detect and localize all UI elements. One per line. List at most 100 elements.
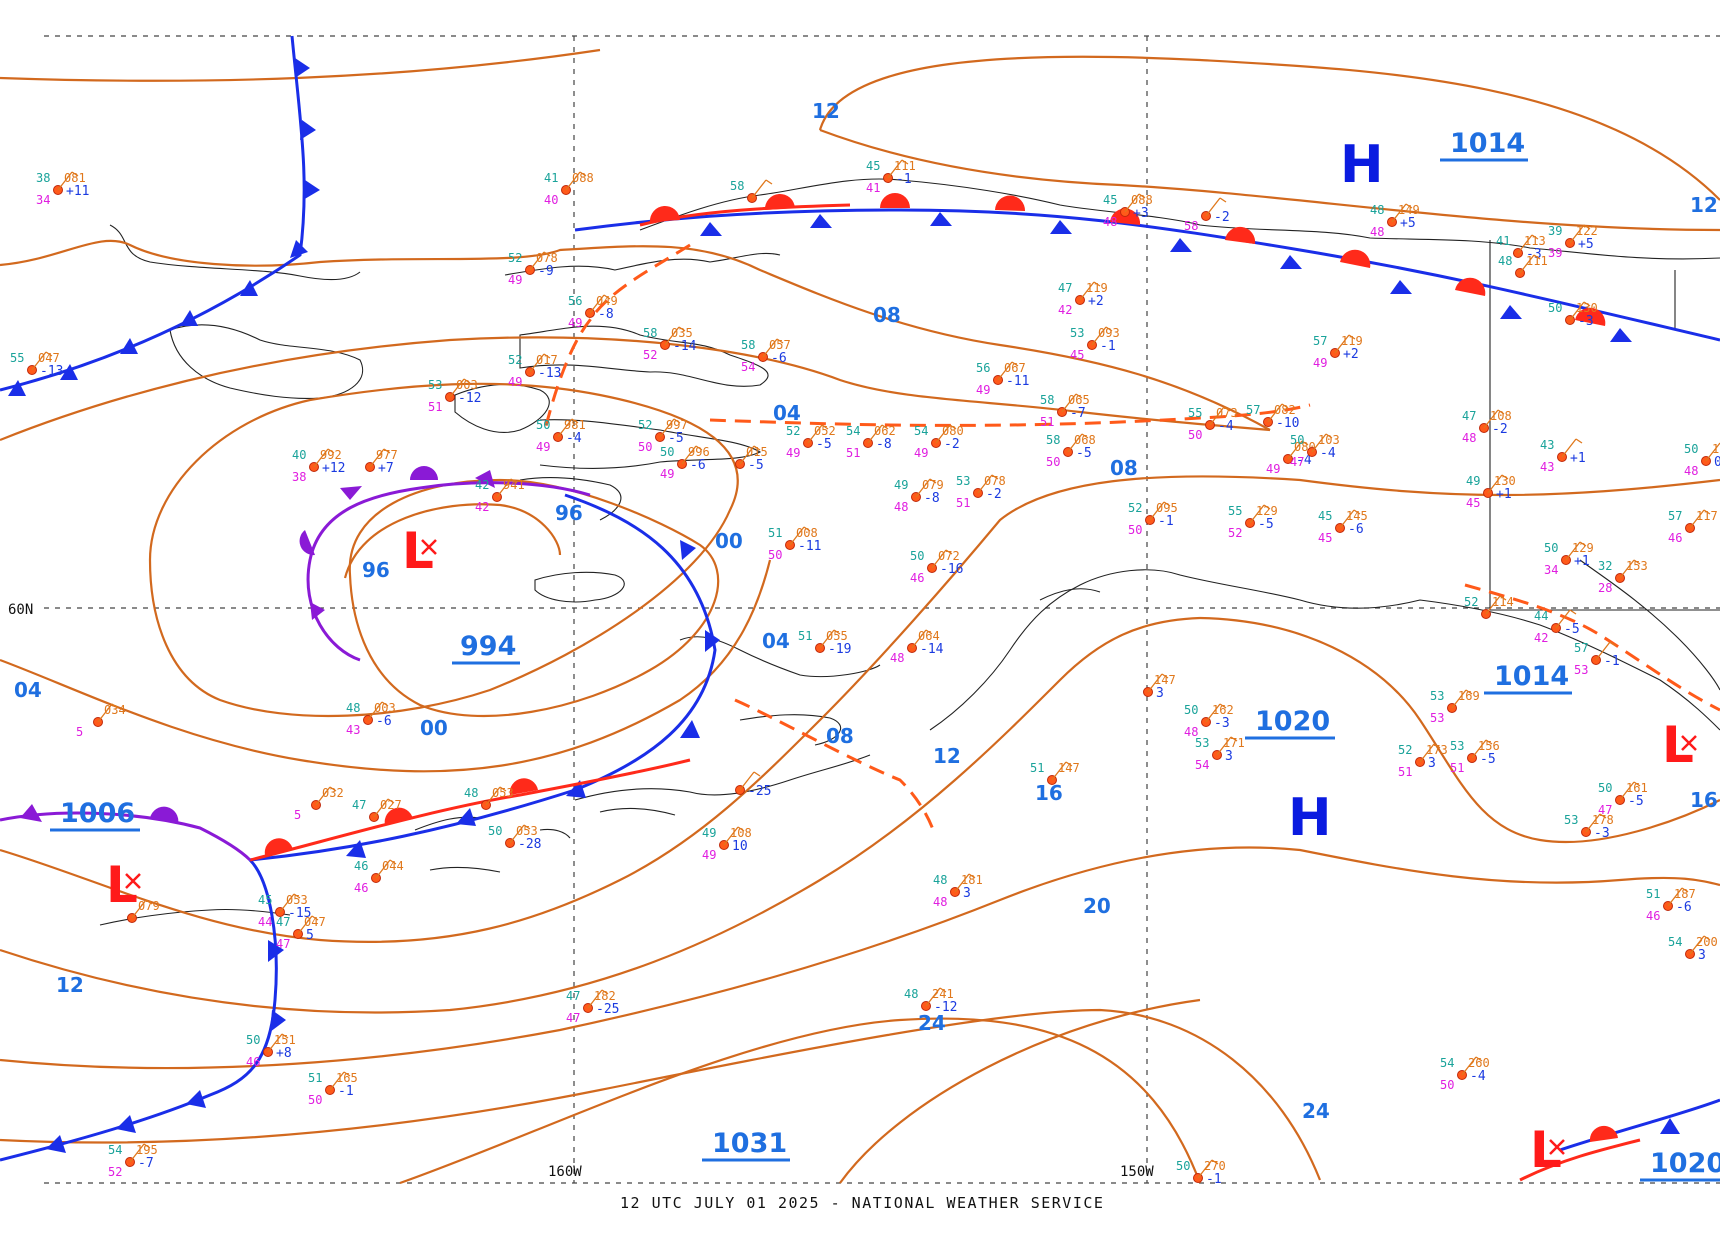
station-plot: 47 047 47 5	[276, 915, 326, 951]
station-pressure-change: -5	[816, 437, 832, 452]
station-pressure: 997	[666, 418, 688, 432]
station-pressure: 111	[1526, 254, 1548, 268]
station-pressure-change: -5	[1564, 622, 1580, 637]
wind-barb	[1051, 761, 1073, 781]
isobar-label: 96	[362, 558, 390, 582]
station-pressure-change: -1	[1206, 1172, 1222, 1187]
wind-barb	[1209, 406, 1231, 426]
isobar-label: 12	[1690, 193, 1718, 217]
station-pressure-change: -25	[748, 784, 771, 799]
station-dewpoint: 49	[914, 446, 928, 460]
station-pressure-change: +1	[1570, 451, 1586, 466]
station-pressure: 093	[1098, 326, 1120, 340]
station-temperature: 47	[352, 798, 366, 812]
wind-barb	[1619, 559, 1641, 579]
station-plot: 54 260 50 -4	[1440, 1056, 1490, 1092]
station-pressure: 165	[336, 1071, 358, 1085]
station-plot: 42 941 42	[475, 478, 525, 514]
station-dewpoint: 43	[1540, 460, 1554, 474]
station-plot: 48 053	[464, 786, 514, 810]
station-pressure-change: -28	[518, 837, 541, 852]
station-pressure-change: -14	[920, 642, 944, 657]
station-pressure: 095	[1156, 501, 1178, 515]
station-temperature: 51	[1030, 761, 1044, 775]
station-dewpoint: 48	[933, 895, 947, 909]
station-pressure: 047	[304, 915, 326, 929]
station-temperature: 58	[741, 338, 755, 352]
station-plot: 55 073 50 -4	[1188, 406, 1238, 442]
station-temperature: 47	[566, 989, 580, 1003]
station-pressure: 981	[564, 418, 586, 432]
station-pressure: 128	[1712, 442, 1720, 456]
station-dewpoint: 48	[1684, 464, 1698, 478]
station-pressure: 064	[918, 629, 940, 643]
station-temperature: 54	[846, 424, 860, 438]
station-temperature: 47	[276, 915, 290, 929]
wind-barb	[485, 786, 507, 806]
wind-barb	[367, 701, 389, 721]
station-pressure: 079	[922, 478, 944, 492]
wind-barb	[1487, 474, 1509, 494]
station-pressure: 047	[38, 351, 60, 365]
station-pressure-change: -1	[1604, 654, 1620, 669]
station-plot: 51 165 50 -1	[308, 1071, 358, 1107]
wind-barb	[565, 171, 587, 191]
station-dewpoint: 49	[568, 316, 582, 330]
station-pressure-change: -9	[538, 264, 554, 279]
station-plot: 50 072 46 -16	[910, 549, 963, 585]
station-pressure: 057	[769, 338, 791, 352]
station-temperature: 55	[10, 351, 24, 365]
isobar-label: 12	[812, 99, 840, 123]
station-temperature: 51	[768, 526, 782, 540]
station-pressure-change: -13	[40, 364, 63, 379]
wind-barb	[1249, 504, 1271, 524]
wind-barb	[1391, 203, 1413, 223]
station-plot: 39 122 39 +5	[1548, 224, 1598, 260]
station-temperature: 58	[643, 326, 657, 340]
isobar-label: 24	[918, 1011, 946, 1035]
station-plot: 50 128 48 0	[1684, 442, 1720, 478]
station-pressure: 067	[1004, 361, 1026, 375]
station-temperature: 53	[1070, 326, 1084, 340]
station-plot: 58	[730, 179, 773, 203]
station-dewpoint: 51	[1040, 415, 1054, 429]
station-pressure-change: -8	[598, 307, 614, 322]
station-plot: 52 114	[1464, 595, 1514, 619]
wind-barb	[1619, 781, 1641, 801]
station-temperature: 47	[1462, 409, 1476, 423]
station-pressure-change: -5	[1258, 517, 1274, 532]
wind-barb	[1149, 501, 1171, 521]
station-dewpoint: 5	[294, 808, 301, 822]
station-pressure: 088	[1131, 193, 1153, 207]
station-pressure: 977	[376, 448, 398, 462]
station-dewpoint: 45	[1070, 348, 1084, 362]
station-dewpoint: 48	[894, 500, 908, 514]
station-dewpoint: 49	[786, 446, 800, 460]
station-temperature: 56	[976, 361, 990, 375]
isobar-label: 24	[1302, 1099, 1330, 1123]
central-pressure-box: 1014	[1450, 128, 1525, 159]
coastline	[99, 178, 1720, 926]
station-temperature: 53	[1450, 739, 1464, 753]
station-temperature: 57	[1668, 509, 1682, 523]
station-temperature: 49	[1466, 474, 1480, 488]
station-plot: 52 095 50 -1	[1128, 501, 1178, 537]
station-pressure: 065	[1068, 393, 1090, 407]
wind-barb	[819, 629, 841, 649]
station-temperature: 53	[956, 474, 970, 488]
station-pressure: 108	[730, 826, 752, 840]
warm-front	[249, 193, 1641, 1182]
station-temperature: 50	[1548, 301, 1562, 315]
station-pressure-change: -8	[876, 437, 892, 452]
station-dewpoint: 49	[660, 467, 674, 481]
central-pressure-box: 994	[460, 631, 516, 662]
station-pressure: 032	[322, 786, 344, 800]
station-pressure-change: +11	[66, 184, 89, 199]
station-pressure-change: -16	[940, 562, 963, 577]
station-pressure-change: -12	[934, 1000, 957, 1015]
station-temperature: 57	[1313, 334, 1327, 348]
station-plot: 57 082-10	[1246, 403, 1299, 431]
wind-barb	[954, 873, 976, 893]
